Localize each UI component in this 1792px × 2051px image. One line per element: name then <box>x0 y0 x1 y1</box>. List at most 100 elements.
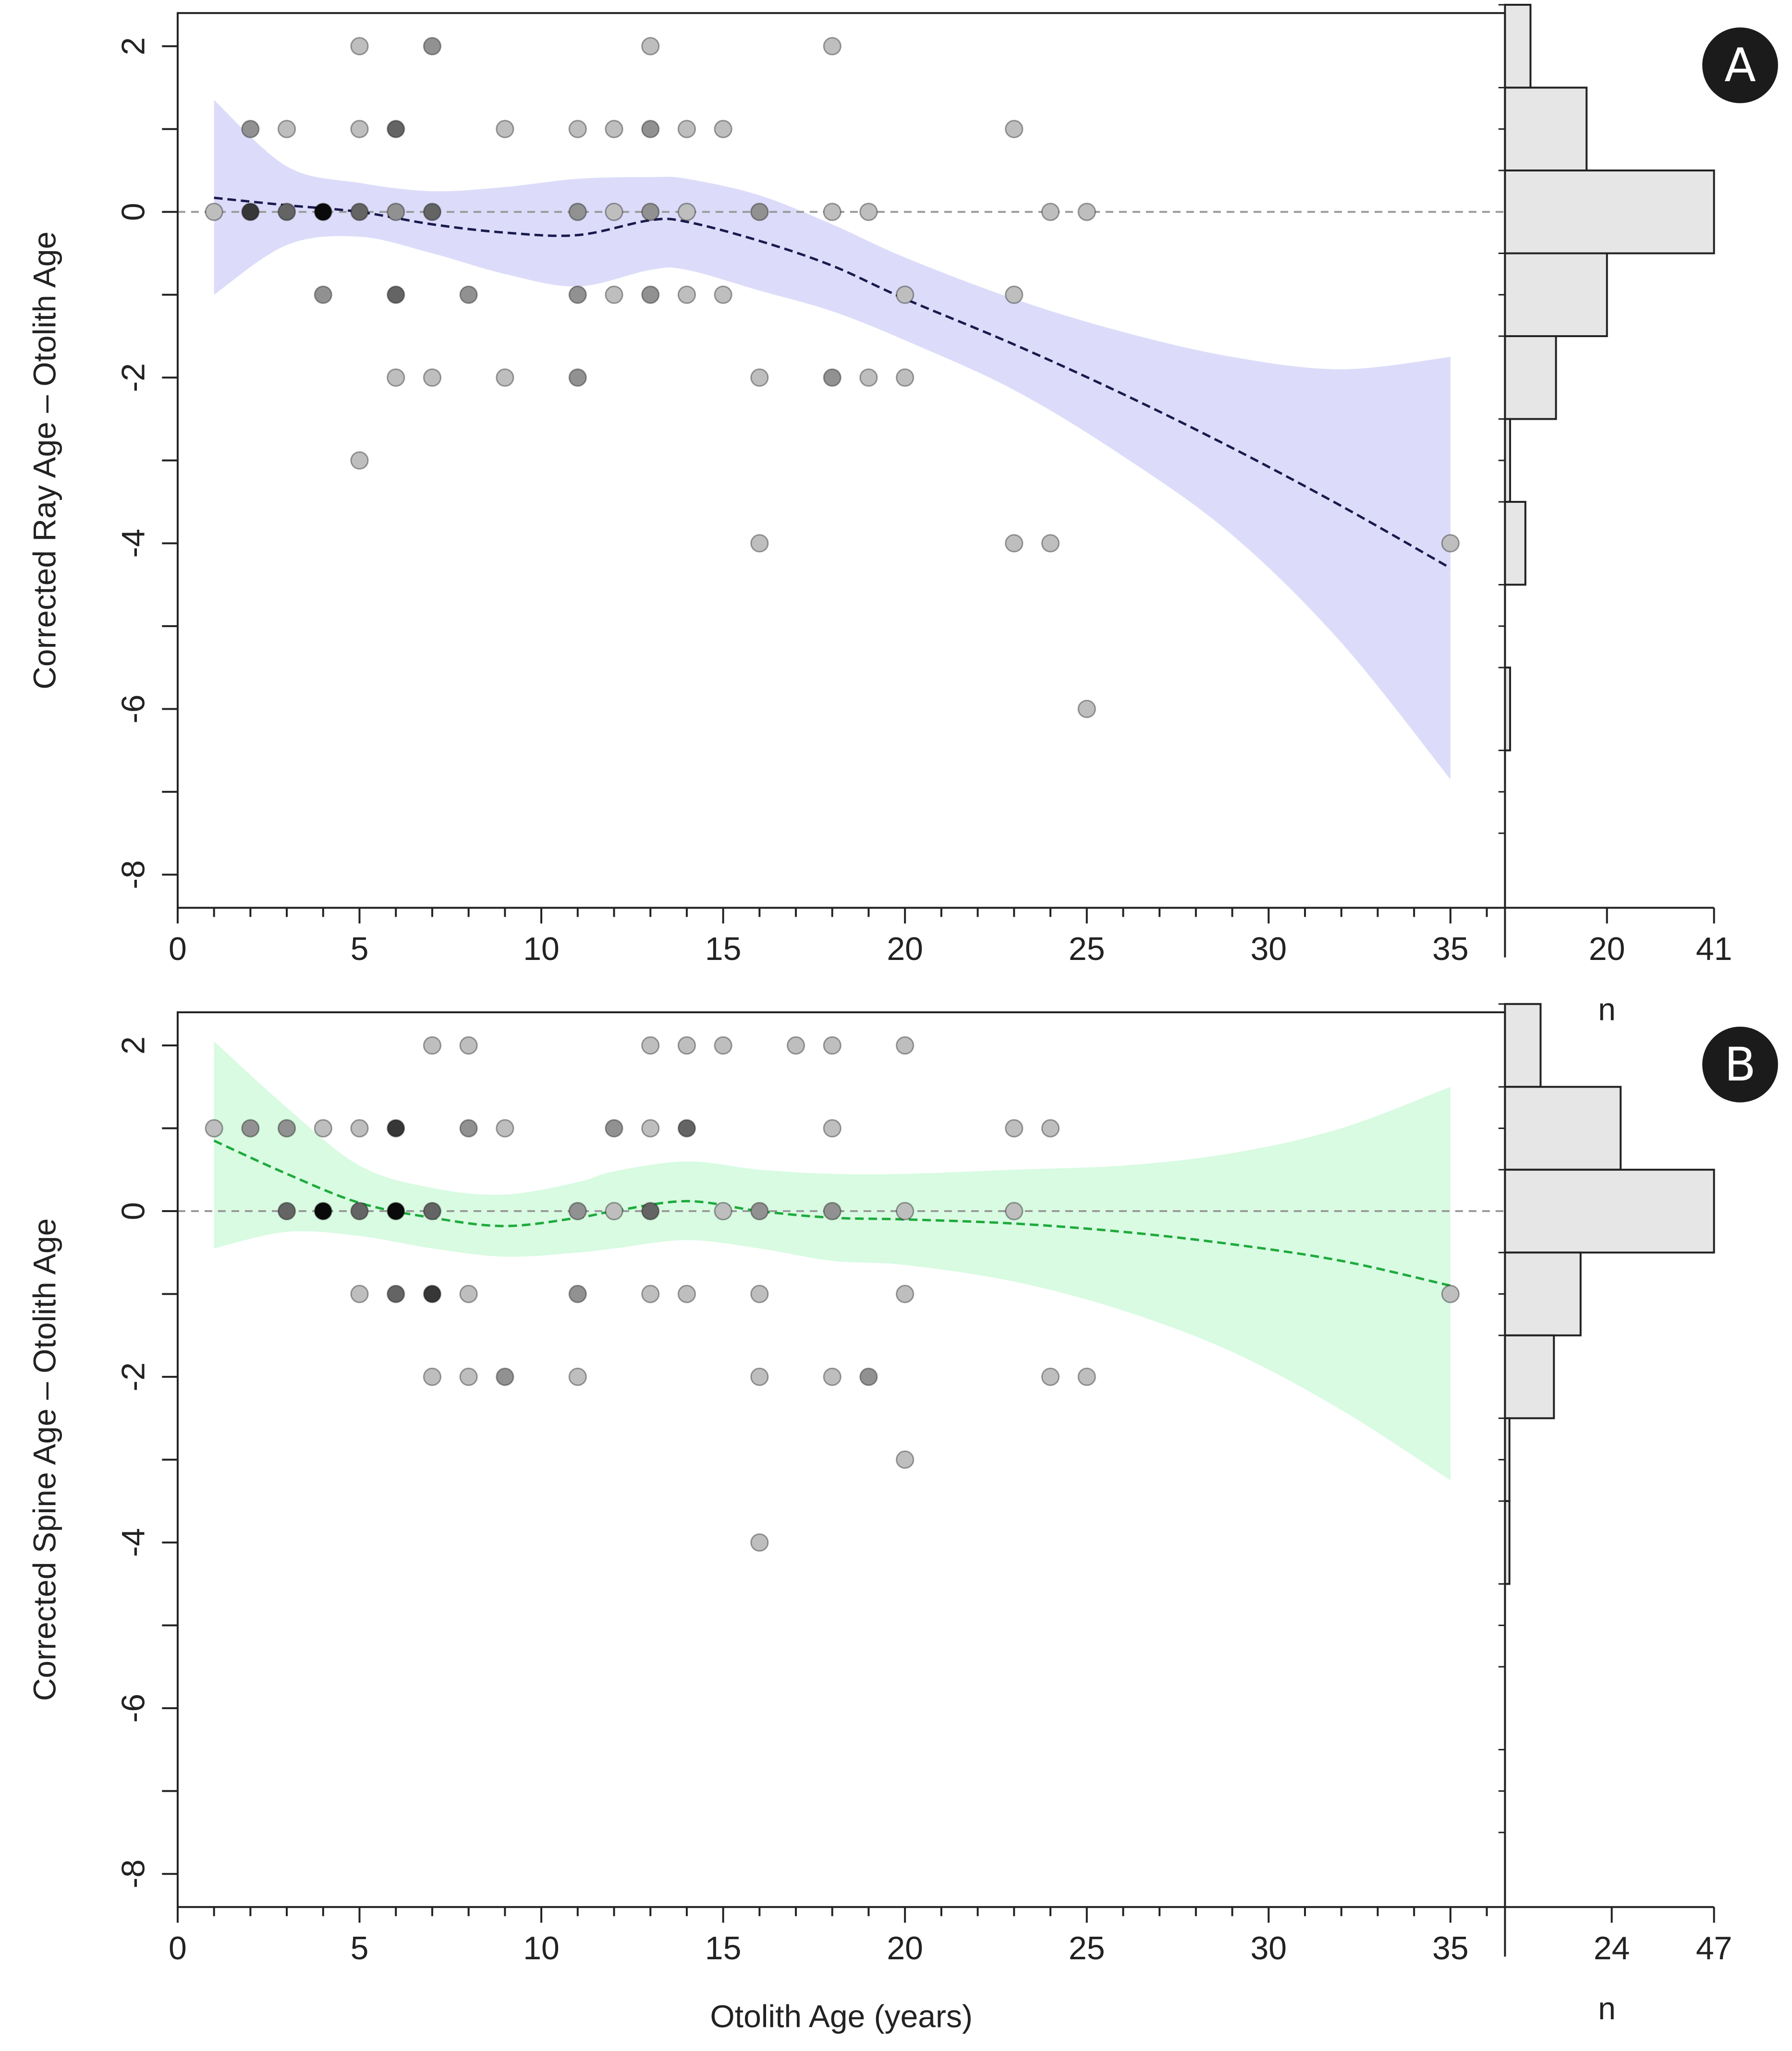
panel-label: B <box>1724 1038 1756 1092</box>
data-point <box>895 1450 914 1469</box>
x-tick-label: 30 <box>1250 1930 1287 1966</box>
data-point <box>241 120 260 138</box>
data-point <box>423 368 442 387</box>
data-point <box>823 37 841 56</box>
data-point <box>605 285 623 304</box>
data-point <box>314 1119 332 1138</box>
data-point <box>387 285 405 304</box>
y-tick-label: 0 <box>115 203 151 221</box>
x-tick-label: 30 <box>1250 931 1287 967</box>
data-point <box>568 1285 587 1303</box>
histogram-tick-label: 24 <box>1594 1930 1630 1966</box>
y-axis: 2 0 -2 -4 -6 -8 <box>115 1003 1505 1888</box>
histogram-bar <box>1504 169 1715 255</box>
data-point <box>350 1201 369 1221</box>
x-axis: 0 5 10 15 20 25 30 35 <box>169 1907 1488 1966</box>
data-point <box>895 368 914 387</box>
y-tick-label: -2 <box>115 363 151 392</box>
data-point <box>895 1036 914 1055</box>
histogram-tick-label: 41 <box>1696 931 1732 967</box>
y-tick-label: 0 <box>115 1202 151 1220</box>
data-point <box>423 1367 442 1386</box>
data-point <box>568 1367 587 1386</box>
histogram-axis-title: n <box>1598 1990 1616 2026</box>
data-point <box>1005 534 1024 553</box>
data-point <box>350 120 369 138</box>
confidence-band-layer <box>214 1041 1451 1481</box>
data-point <box>387 1201 405 1221</box>
histogram-bar <box>1504 86 1588 171</box>
trend-line-layer <box>214 196 1451 570</box>
data-point <box>496 368 514 387</box>
data-point <box>1077 1367 1096 1386</box>
data-point <box>605 120 623 138</box>
data-point <box>823 1201 841 1221</box>
data-point <box>1005 1119 1024 1138</box>
data-point <box>1005 120 1024 138</box>
data-point <box>205 203 223 221</box>
data-point <box>750 1533 769 1552</box>
data-point <box>568 203 587 221</box>
data-point <box>677 1119 696 1138</box>
panel-badge-circle <box>1702 1026 1778 1103</box>
data-point <box>568 285 587 304</box>
trend-line <box>214 196 1451 570</box>
data-point <box>423 1201 442 1221</box>
data-point <box>823 368 841 387</box>
data-point <box>277 1201 296 1221</box>
data-point <box>750 368 769 387</box>
data-point <box>241 1119 260 1138</box>
data-point <box>496 1367 514 1386</box>
marginal-histogram: 24 47 <box>1504 1003 1732 1966</box>
data-point <box>314 1201 332 1221</box>
data-point <box>750 1201 769 1221</box>
histogram-bar <box>1504 1334 1555 1420</box>
data-point <box>895 1201 914 1221</box>
y-tick-label: -2 <box>115 1362 151 1391</box>
y-axis-title: Corrected Spine Age – Otolith Age <box>26 1218 62 1701</box>
x-tick-label: 0 <box>169 931 187 967</box>
data-point <box>496 120 514 138</box>
data-point <box>277 1119 296 1138</box>
x-tick-label: 35 <box>1432 1930 1469 1966</box>
data-point <box>677 1036 696 1055</box>
x-tick-label: 5 <box>351 1930 369 1966</box>
data-point <box>714 1201 732 1221</box>
data-point <box>568 120 587 138</box>
data-point <box>750 1285 769 1303</box>
histogram-bar <box>1504 252 1608 338</box>
data-point <box>750 1367 769 1386</box>
data-point <box>605 1201 623 1221</box>
x-tick-label: 10 <box>523 931 560 967</box>
data-point <box>459 1036 478 1055</box>
data-point <box>1041 1119 1060 1138</box>
data-point <box>641 1036 660 1055</box>
x-tick-label: 0 <box>169 1930 187 1966</box>
data-point <box>641 1285 660 1303</box>
x-axis-title: Otolith Age (years) <box>710 1998 973 2034</box>
histogram-bar <box>1504 1168 1715 1254</box>
histogram-tick-label: 20 <box>1589 931 1625 967</box>
data-point <box>568 368 587 387</box>
x-tick-label: 15 <box>705 1930 742 1966</box>
histogram-bar <box>1504 3 1532 89</box>
data-point <box>714 285 732 304</box>
y-tick-label: -8 <box>115 860 151 889</box>
data-point <box>459 1119 478 1138</box>
histogram-bar <box>1504 1003 1542 1088</box>
y-tick-label: -8 <box>115 1859 151 1888</box>
data-point <box>641 285 660 304</box>
data-point <box>641 1119 660 1138</box>
data-point <box>641 37 660 56</box>
confidence-band <box>214 100 1451 779</box>
histogram-tick-label: 47 <box>1696 1930 1732 1966</box>
data-point <box>387 368 405 387</box>
data-point <box>568 1201 587 1221</box>
data-point <box>641 203 660 221</box>
data-point <box>1041 1367 1060 1386</box>
data-point <box>387 1119 405 1138</box>
data-point <box>895 1285 914 1303</box>
histogram-bar <box>1504 1251 1582 1336</box>
scatter-points <box>205 37 1460 718</box>
data-point <box>677 285 696 304</box>
